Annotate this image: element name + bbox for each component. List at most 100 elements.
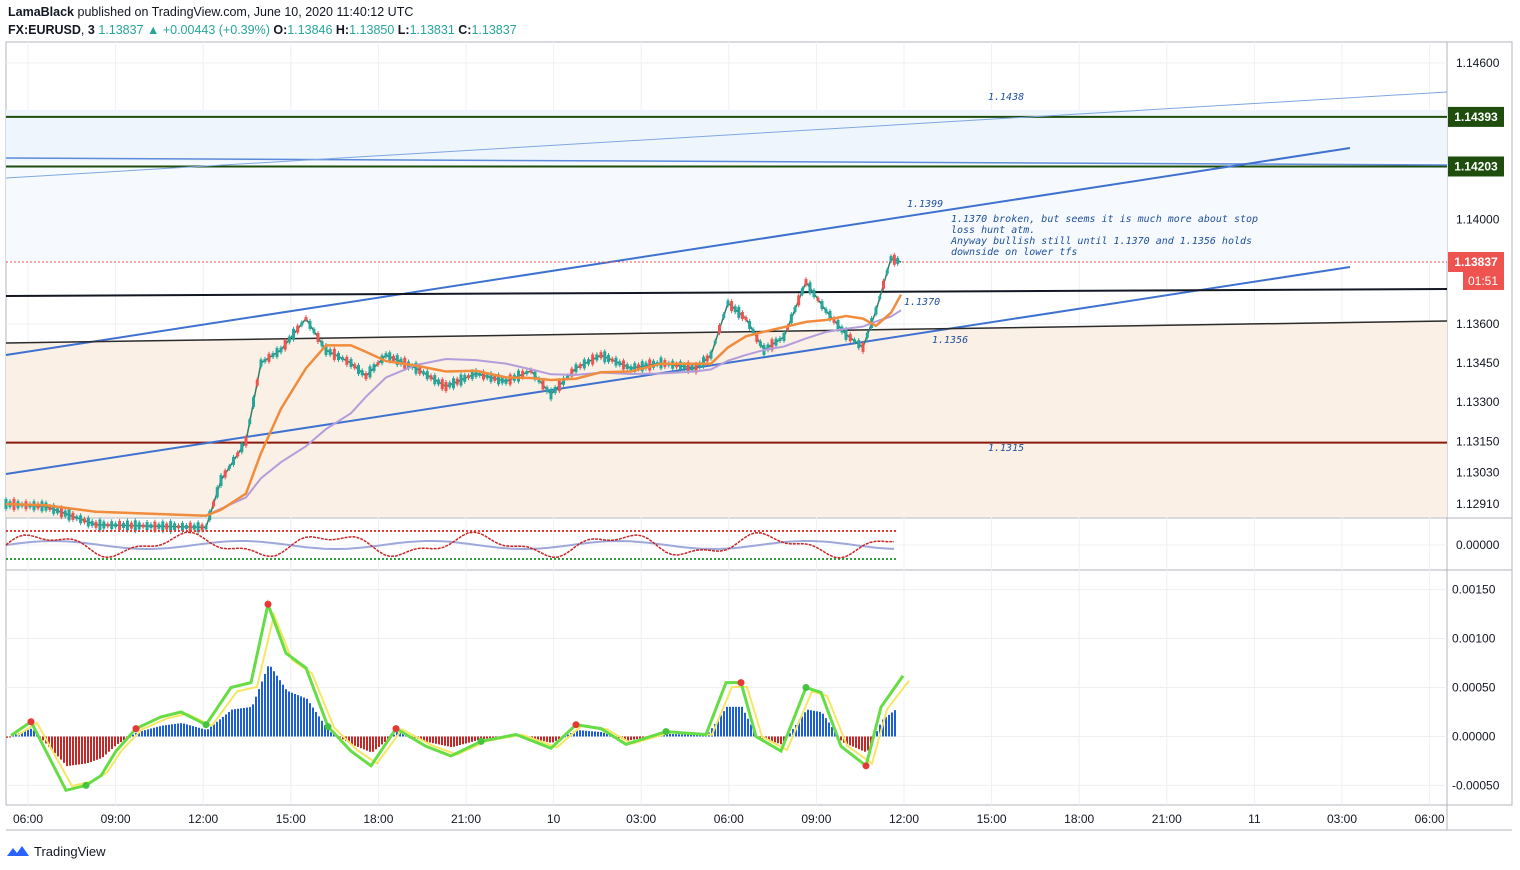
histogram-bar (114, 736, 116, 747)
histogram-bar (42, 736, 44, 741)
candle-body (774, 338, 778, 346)
candle-body (308, 320, 312, 329)
candle-body (304, 317, 308, 321)
candle-body (533, 371, 537, 380)
author-name[interactable]: LamaBlack (8, 5, 75, 19)
candle-body (337, 352, 340, 360)
candle-body (730, 301, 734, 312)
candle-body (737, 306, 741, 318)
candle-body (75, 516, 79, 520)
level-1370-line (5, 288, 1448, 297)
histogram-bar (624, 736, 626, 741)
candle-body (497, 374, 500, 385)
candle-body (114, 523, 118, 528)
histogram-bar (573, 731, 575, 737)
y-tick-label: 1.13300 (1456, 395, 1500, 409)
candle-body (204, 525, 208, 530)
candle-body (718, 325, 721, 334)
histogram-bar (684, 734, 686, 737)
candle-body (820, 301, 824, 310)
candle-body (153, 521, 157, 531)
candle-body (489, 372, 493, 382)
annotation-1370: 1.1370 (904, 297, 940, 308)
x-tick-label: 15:00 (977, 812, 1007, 826)
histogram-bar (81, 736, 83, 765)
histogram-bar (267, 666, 269, 737)
candle-body (459, 374, 463, 386)
candle-body (882, 280, 885, 289)
candle-body (279, 347, 283, 353)
histogram-bar (459, 736, 461, 746)
histogram-bar (783, 736, 785, 742)
candle-body (874, 307, 878, 315)
slow-moving-average (5, 309, 902, 517)
candle-body (474, 369, 478, 377)
histogram-bar (804, 712, 806, 737)
candle-body (341, 357, 345, 361)
histogram-bar (279, 680, 281, 737)
candle-body (192, 524, 196, 530)
candle-body (557, 380, 561, 392)
candle-body (587, 359, 590, 365)
candle-body (463, 374, 467, 382)
histogram-bar (810, 710, 812, 737)
histogram-bar (888, 714, 890, 737)
candle-body (644, 362, 648, 369)
histogram-bar (537, 736, 539, 740)
histogram-bar (372, 736, 374, 752)
histogram-bar (144, 730, 146, 737)
x-tick-label: 03:00 (626, 812, 656, 826)
histogram-bar (399, 733, 401, 737)
histogram-bar (186, 724, 188, 737)
candle-body (118, 520, 122, 530)
candle-body (129, 522, 133, 529)
histogram-bar (282, 684, 284, 737)
symbol-name[interactable]: FX:EURUSD (8, 23, 81, 37)
momentum-cross-dot (862, 762, 870, 770)
histogram-bar (879, 724, 881, 737)
histogram-bar (864, 736, 866, 752)
histogram-bar (819, 711, 821, 737)
y-tick-label: 1.14600 (1456, 56, 1500, 70)
histogram-bar (363, 736, 365, 750)
last-price-label-bg (1448, 252, 1504, 273)
candle-body (610, 358, 614, 362)
candle-body (395, 355, 399, 366)
histogram-bar (597, 731, 599, 737)
histogram-bar (15, 734, 17, 737)
histogram-bar (72, 736, 74, 766)
candle-body (328, 349, 332, 356)
candle-body (259, 359, 263, 367)
tradingview-logo-icon[interactable] (6, 843, 30, 859)
candle-body (478, 372, 482, 376)
candle-body (200, 524, 204, 531)
histogram-bar (195, 726, 197, 737)
histogram-bar (360, 736, 362, 749)
momentum-cross-dot (27, 718, 35, 726)
histogram-bar (312, 707, 314, 737)
histogram-bar (252, 704, 254, 737)
candle-body (122, 522, 125, 528)
histogram-bar (822, 713, 824, 737)
candle-body (196, 522, 200, 533)
candle-body (755, 332, 759, 342)
x-tick-label: 18:00 (363, 812, 393, 826)
histogram-bar (330, 732, 332, 737)
candle-body (574, 364, 578, 373)
histogram-bar (639, 736, 641, 739)
candle-body (500, 377, 504, 384)
histogram-bar (627, 736, 629, 741)
candle-body (525, 371, 529, 375)
high-label: H: (335, 23, 350, 37)
histogram-bar (321, 720, 323, 737)
candle-body (832, 317, 836, 323)
momentum-cross-dot (132, 725, 140, 733)
histogram-bar (732, 706, 734, 737)
momentum-cross-dot (392, 725, 400, 733)
histogram-bar (678, 734, 680, 737)
candle-body (698, 362, 702, 368)
candle-body (332, 348, 336, 360)
histogram-bar (462, 736, 464, 745)
candle-body (793, 307, 797, 313)
